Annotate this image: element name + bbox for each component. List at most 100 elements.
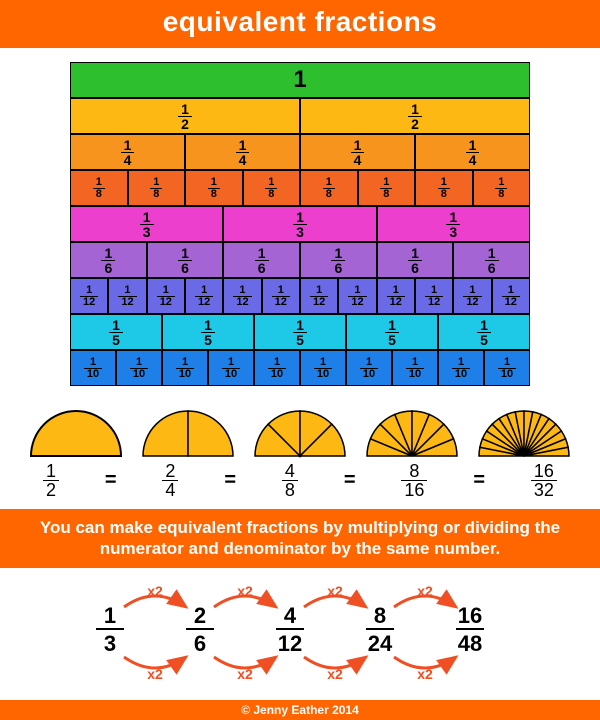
bar-cell: 112 bbox=[377, 278, 415, 314]
bar-cell: 112 bbox=[453, 278, 491, 314]
semicircle-fraction: 1632 bbox=[531, 462, 557, 499]
bar-cell: 110 bbox=[208, 350, 254, 386]
bar-cell: 15 bbox=[346, 314, 438, 350]
bar-cell: 112 bbox=[415, 278, 453, 314]
semicircle-fraction: 24 bbox=[162, 462, 178, 499]
bar-cell: 12 bbox=[70, 98, 300, 134]
equivalence-chain: 1 3 2 6 4 12 8 24 16 48 x2 x2 x2 x2 x2 x2 x2 x2 bbox=[0, 568, 600, 700]
semicircle-icon bbox=[362, 406, 462, 458]
bar-cell: 13 bbox=[70, 206, 223, 242]
semicircle-icon bbox=[250, 406, 350, 458]
bar-cell: 14 bbox=[70, 134, 185, 170]
bar-row: 1515151515 bbox=[70, 314, 530, 350]
bar-cell: 18 bbox=[128, 170, 186, 206]
bar-row: 1818181818181818 bbox=[70, 170, 530, 206]
bar-cell: 112 bbox=[262, 278, 300, 314]
bar-row: 14141414 bbox=[70, 134, 530, 170]
svg-text:x2: x2 bbox=[417, 666, 433, 682]
svg-text:12: 12 bbox=[278, 631, 302, 656]
bar-cell: 16 bbox=[377, 242, 454, 278]
svg-text:16: 16 bbox=[458, 603, 482, 628]
chain-svg: 1 3 2 6 4 12 8 24 16 48 x2 x2 x2 x2 x2 x2 x2 x2 bbox=[50, 574, 550, 684]
bar-cell: 18 bbox=[300, 170, 358, 206]
bar-cell: 16 bbox=[300, 242, 377, 278]
bar-cell: 112 bbox=[492, 278, 530, 314]
bar-cell: 15 bbox=[254, 314, 346, 350]
svg-text:3: 3 bbox=[104, 631, 116, 656]
semicircle-labels: 12 = 24 = 48 = 816 = 1632 bbox=[0, 462, 600, 509]
bar-cell: 15 bbox=[70, 314, 162, 350]
bar-cell: 18 bbox=[70, 170, 128, 206]
infographic-card: equivalent fractions 1121214141414181818… bbox=[0, 0, 600, 720]
bar-row: 1 bbox=[70, 62, 530, 98]
bar-cell: 18 bbox=[185, 170, 243, 206]
bar-cell: 18 bbox=[473, 170, 531, 206]
svg-text:x2: x2 bbox=[147, 666, 163, 682]
svg-text:4: 4 bbox=[284, 603, 297, 628]
svg-text:x2: x2 bbox=[237, 666, 253, 682]
bar-cell: 16 bbox=[147, 242, 224, 278]
rule-text: You can make equivalent fractions by mul… bbox=[40, 518, 560, 558]
semicircle-fraction: 816 bbox=[401, 462, 427, 499]
bar-cell: 1 bbox=[70, 62, 530, 98]
bar-cell: 110 bbox=[116, 350, 162, 386]
svg-text:2: 2 bbox=[194, 603, 206, 628]
title-band: equivalent fractions bbox=[0, 0, 600, 48]
svg-text:24: 24 bbox=[368, 631, 393, 656]
semicircle-icon bbox=[474, 406, 574, 458]
equals-sign: = bbox=[344, 469, 356, 492]
bar-cell: 16 bbox=[223, 242, 300, 278]
svg-text:x2: x2 bbox=[417, 583, 433, 599]
equals-sign: = bbox=[224, 469, 236, 492]
svg-text:x2: x2 bbox=[327, 666, 343, 682]
bar-row: 110110110110110110110110110110 bbox=[70, 350, 530, 386]
bar-cell: 14 bbox=[415, 134, 530, 170]
bar-cell: 112 bbox=[338, 278, 376, 314]
semicircle-item bbox=[138, 406, 238, 458]
bar-row: 131313 bbox=[70, 206, 530, 242]
semicircle-item bbox=[250, 406, 350, 458]
semicircle-item bbox=[474, 406, 574, 458]
svg-text:6: 6 bbox=[194, 631, 206, 656]
semicircle-fraction: 12 bbox=[43, 462, 59, 499]
bar-row: 112112112112112112112112112112112112 bbox=[70, 278, 530, 314]
rule-band: You can make equivalent fractions by mul… bbox=[0, 509, 600, 568]
svg-text:48: 48 bbox=[458, 631, 482, 656]
svg-text:x2: x2 bbox=[237, 583, 253, 599]
semicircle-row bbox=[0, 396, 600, 462]
semicircle-item bbox=[26, 406, 126, 458]
bar-cell: 110 bbox=[484, 350, 530, 386]
bar-cell: 16 bbox=[70, 242, 147, 278]
semicircle-item bbox=[362, 406, 462, 458]
bar-cell: 14 bbox=[300, 134, 415, 170]
bar-cell: 112 bbox=[147, 278, 185, 314]
bar-cell: 110 bbox=[254, 350, 300, 386]
bar-cell: 110 bbox=[70, 350, 116, 386]
equals-sign: = bbox=[473, 469, 485, 492]
semicircle-fraction: 48 bbox=[282, 462, 298, 499]
bar-cell: 112 bbox=[185, 278, 223, 314]
fraction-bars: 1121214141414181818181818181813131316161… bbox=[0, 48, 600, 396]
bar-cell: 110 bbox=[346, 350, 392, 386]
bar-row: 161616161616 bbox=[70, 242, 530, 278]
bar-row: 1212 bbox=[70, 98, 530, 134]
bar-cell: 14 bbox=[185, 134, 300, 170]
semicircle-icon bbox=[138, 406, 238, 458]
bar-cell: 110 bbox=[162, 350, 208, 386]
semicircle-icon bbox=[26, 406, 126, 458]
bar-cell: 18 bbox=[243, 170, 301, 206]
equals-sign: = bbox=[105, 469, 117, 492]
bar-cell: 15 bbox=[438, 314, 530, 350]
svg-text:1: 1 bbox=[104, 603, 116, 628]
bar-cell: 12 bbox=[300, 98, 530, 134]
bar-cell: 13 bbox=[377, 206, 530, 242]
svg-text:x2: x2 bbox=[327, 583, 343, 599]
svg-text:x2: x2 bbox=[147, 583, 163, 599]
bar-cell: 110 bbox=[438, 350, 484, 386]
bar-cell: 110 bbox=[300, 350, 346, 386]
bar-cell: 112 bbox=[300, 278, 338, 314]
bar-cell: 13 bbox=[223, 206, 376, 242]
bar-cell: 16 bbox=[453, 242, 530, 278]
bar-cell: 112 bbox=[223, 278, 261, 314]
svg-text:8: 8 bbox=[374, 603, 386, 628]
